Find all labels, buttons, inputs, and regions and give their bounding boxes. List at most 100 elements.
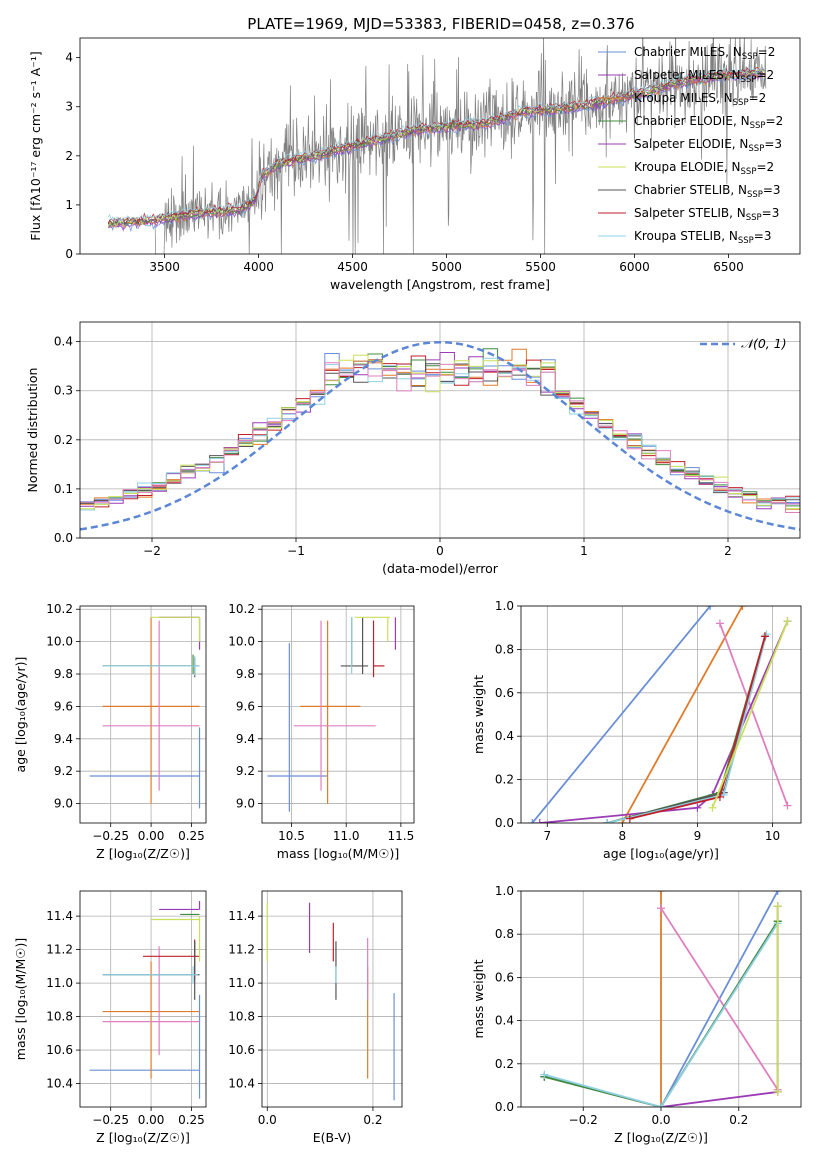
legend-subscript: SSP [747, 190, 763, 200]
x-axis-label: age [log₁₀(age/yr)] [603, 846, 719, 861]
y-tick-label: 11.2 [228, 943, 255, 957]
x-tick-label: −1 [287, 544, 305, 558]
grid-lines [262, 606, 414, 823]
legend-suffix: =2 [758, 45, 776, 59]
mass-weight-vs-metallicity-panel: −0.2 0.0 0.2 0.0 0.2 0.4 0.6 0.8 1.0 Z [log₁₀(Z/Z… [471, 884, 802, 1145]
grid-lines [80, 891, 206, 1107]
x-axis-label: (data-model)/error [382, 561, 499, 576]
y-axis-label: mass weight [471, 959, 486, 1038]
legend-entry: Chabrier ELODIE, NSSP=2 [634, 114, 783, 131]
y-axis-label: mass [log₁₀(M/M☉)] [13, 938, 28, 1060]
x-tick-label: 6000 [619, 260, 650, 274]
legend-entry: Chabrier MILES, NSSP=2 [634, 45, 775, 62]
y-tick-label: 3 [65, 100, 73, 114]
grid-lines [80, 606, 206, 823]
x-tick-label: 0.2 [729, 1113, 748, 1127]
error-bar-point [102, 620, 200, 791]
mass-weight-marker [715, 619, 724, 628]
x-tick-label: 0 [436, 544, 444, 558]
y-tick-label: 11.0 [228, 976, 255, 990]
legend-label: Kroupa MILES, N [634, 91, 733, 105]
plot-area [540, 891, 782, 1107]
y-axis-label: Flux [fλ10⁻¹⁷ erg cm⁻² s⁻¹ A⁻¹] [28, 51, 43, 240]
legend-suffix: =2 [749, 91, 767, 105]
x-tick-label: 6500 [713, 260, 744, 274]
legend-suffix: =2 [756, 160, 774, 174]
mass-weight-marker [625, 814, 634, 823]
error-bar-point [102, 966, 198, 984]
error-bar-point [267, 643, 328, 812]
y-axis-label: mass weight [471, 675, 486, 754]
age-vs-metallicity-panel: −0.25 0.00 0.25 9.0 9.2 9.4 9.6 9.8 10.0 10.2 Z [l… [13, 602, 207, 861]
y-tick-label: 9.6 [236, 699, 255, 713]
residuals-panel: −2 −1 0 1 2 0.0 0.1 0.2 0.3 0.4 (data-model)/error… [25, 321, 801, 576]
axes-frame [261, 605, 415, 824]
residual-histogram-step [80, 362, 800, 513]
mass-weight-line [539, 620, 789, 823]
x-axis-label: wavelength [Angstrom, rest frame] [330, 277, 550, 292]
mass-weight-vs-age-panel: 7 8 9 10 0.0 0.2 0.4 0.6 0.8 1.0 age [log₁₀(age/yr… [471, 599, 802, 861]
plot-area [266, 902, 395, 1101]
y-tick-label: 0.6 [495, 970, 514, 984]
figure-title: PLATE=1969, MJD=53383, FIBERID=0458, z=0… [247, 15, 634, 33]
y-tick-label: 0.0 [54, 531, 73, 545]
y-tick-label: 1.0 [495, 599, 514, 613]
y-tick-label: 0.4 [495, 729, 514, 743]
mass-weight-marker [693, 803, 702, 812]
error-bar-point [102, 946, 200, 1056]
mass-weight-marker [657, 904, 665, 913]
y-axis-label: Normed distribution [25, 368, 40, 493]
legend-suffix: =3 [764, 137, 782, 151]
legend-subscript: SSP [748, 144, 764, 154]
model-spectrum-line [108, 67, 766, 228]
legend-entry: Kroupa ELODIE, NSSP=2 [634, 160, 774, 177]
mass-weight-marker [528, 819, 537, 823]
y-tick-label: 9.4 [236, 732, 255, 746]
axes-frame [520, 890, 802, 1108]
legend-subscript: SSP [750, 121, 766, 131]
legend-label: Chabrier ELODIE, N [634, 114, 750, 128]
y-tick-label: 10.6 [228, 1043, 255, 1057]
y-tick-label: 9.8 [236, 667, 255, 681]
x-tick-label: 1 [580, 544, 588, 558]
y-tick-label: 0.8 [495, 927, 514, 941]
residual-histogram-step [80, 354, 800, 510]
y-tick-label: 9.0 [54, 797, 73, 811]
mass-weight-marker [773, 891, 782, 895]
x-tick-label: −0.2 [569, 1113, 598, 1127]
legend-label: Salpeter STELIB, N [634, 206, 746, 220]
mass-weight-line [544, 922, 779, 1107]
x-axis-label: mass [log₁₀(M/M☉)] [277, 846, 399, 861]
y-tick-label: 0.8 [495, 642, 514, 656]
error-bar-point [89, 994, 201, 1099]
x-tick-label: 11.5 [388, 829, 415, 843]
mass-weight-marker [762, 630, 771, 639]
x-tick-label: 9 [694, 829, 702, 843]
x-axis-label: Z [log₁₀(Z/Z☉)] [96, 846, 190, 861]
error-bar-point [151, 916, 201, 962]
mass-weight-marker [535, 819, 544, 823]
legend-label: Salpeter MILES, N [634, 68, 741, 82]
axes-frame [79, 37, 801, 255]
mass-weight-marker [773, 1087, 782, 1096]
x-tick-label: 3500 [149, 260, 180, 274]
legend-entry: Kroupa MILES, NSSP=2 [634, 91, 766, 108]
x-tick-label: 0.0 [651, 1113, 670, 1127]
mass-weight-marker [738, 606, 747, 610]
axes-frame [79, 321, 801, 539]
error-bar-point [372, 620, 385, 678]
mass-weight-line [711, 620, 789, 809]
mass-weight-marker [603, 819, 612, 823]
error-bar-point [300, 620, 361, 804]
mass-weight-marker [783, 617, 792, 626]
legend-entry: Salpeter ELODIE, NSSP=3 [634, 137, 782, 154]
y-tick-label: 11.4 [46, 909, 73, 923]
legend-suffix: =3 [763, 183, 781, 197]
x-tick-label: 0.25 [178, 829, 205, 843]
mass-weight-marker [540, 1070, 549, 1079]
legend-label: Chabrier STELIB, N [634, 183, 747, 197]
y-tick-label: 9.0 [236, 797, 255, 811]
y-tick-label: 11.0 [46, 976, 73, 990]
y-tick-label: 0.2 [54, 433, 73, 447]
